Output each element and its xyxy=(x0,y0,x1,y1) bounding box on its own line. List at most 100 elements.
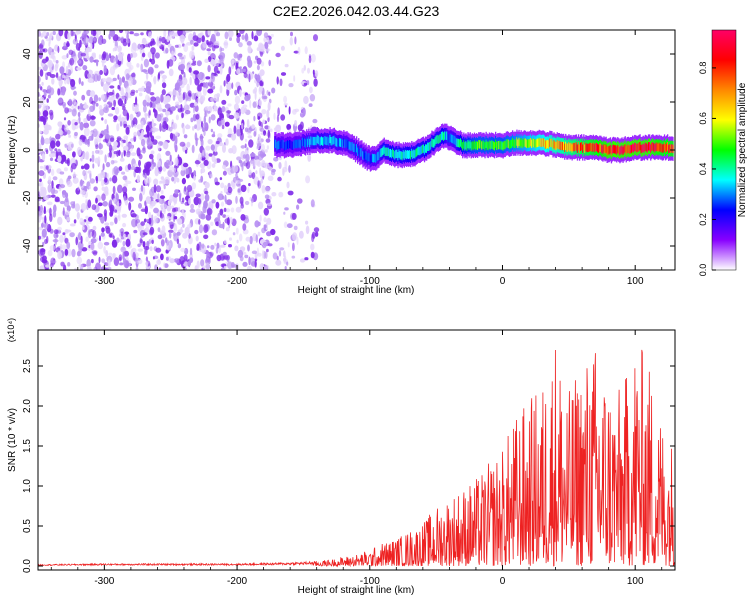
noise-cell xyxy=(207,65,211,73)
noise-cell xyxy=(221,124,225,130)
noise-cell xyxy=(136,175,141,183)
signal-cell xyxy=(651,142,653,152)
noise-cell xyxy=(122,251,125,261)
noise-cell xyxy=(143,134,150,138)
signal-cell xyxy=(621,145,623,154)
signal-cell xyxy=(388,149,391,158)
noise-cell xyxy=(145,161,152,169)
noise-cell xyxy=(233,125,237,134)
noise-cell xyxy=(177,218,183,225)
noise-cell xyxy=(157,160,161,168)
noise-cell xyxy=(64,75,70,79)
noise-cell xyxy=(186,184,193,192)
noise-cell xyxy=(99,108,105,116)
noise-cell xyxy=(267,101,271,111)
signal-cell xyxy=(331,137,333,146)
noise-cell xyxy=(165,47,169,54)
noise-cell xyxy=(251,124,255,129)
noise-cell xyxy=(83,30,87,33)
noise-cell xyxy=(132,103,135,112)
noise-cell xyxy=(205,214,212,221)
noise-cell xyxy=(173,216,178,220)
noise-cell xyxy=(123,183,128,187)
noise-cell xyxy=(92,102,96,111)
noise-cell xyxy=(284,266,287,270)
noise-cell xyxy=(257,201,264,210)
signal-cell xyxy=(578,144,581,153)
noise-cell xyxy=(282,168,285,176)
noise-cell xyxy=(206,42,212,46)
signal-cell xyxy=(417,146,419,155)
signal-cell xyxy=(558,140,560,150)
noise-cell xyxy=(256,30,262,37)
noise-cell xyxy=(155,135,162,139)
noise-cell xyxy=(176,238,180,245)
noise-cell xyxy=(40,86,43,91)
noise-cell xyxy=(176,231,181,236)
noise-cell xyxy=(123,38,127,43)
noise-cell xyxy=(220,201,225,207)
signal-cell xyxy=(332,136,334,145)
noise-cell xyxy=(117,184,123,194)
noise-cell xyxy=(246,119,250,128)
signal-cell xyxy=(487,141,489,151)
signal-cell xyxy=(572,142,574,152)
noise-cell xyxy=(59,171,65,175)
noise-cell xyxy=(207,56,212,62)
noise-cell xyxy=(42,188,47,197)
signal-cell xyxy=(370,154,373,163)
noise-cell xyxy=(254,91,257,101)
noise-cell xyxy=(134,107,138,114)
noise-cell xyxy=(292,232,298,241)
noise-cell xyxy=(39,165,44,169)
noise-cell xyxy=(267,175,274,182)
noise-cell xyxy=(119,239,122,243)
noise-cell xyxy=(244,138,248,143)
colorbar-tick-label: 0.0 xyxy=(698,264,708,277)
noise-cell xyxy=(240,184,247,193)
noise-cell xyxy=(148,109,151,116)
signal-cell xyxy=(662,144,665,153)
signal-cell xyxy=(602,145,604,154)
noise-cell xyxy=(207,110,211,114)
signal-cell xyxy=(339,138,341,147)
noise-cell xyxy=(125,73,130,81)
noise-cell xyxy=(184,149,188,154)
noise-cell xyxy=(206,245,210,249)
signal-cell xyxy=(450,133,452,142)
noise-cell xyxy=(47,184,52,193)
noise-cell xyxy=(86,265,92,270)
noise-cell xyxy=(199,116,202,122)
noise-cell xyxy=(48,175,52,183)
noise-cell xyxy=(221,99,227,105)
noise-cell xyxy=(186,141,191,148)
signal-cell xyxy=(515,139,517,148)
noise-cell xyxy=(109,137,115,143)
noise-cell xyxy=(108,232,114,238)
signal-cell xyxy=(324,136,326,145)
noise-cell xyxy=(205,76,211,80)
noise-cell xyxy=(64,107,69,114)
noise-cell xyxy=(75,236,78,246)
noise-cell xyxy=(117,215,120,219)
noise-cell xyxy=(236,36,241,44)
noise-cell xyxy=(264,149,268,153)
noise-cell xyxy=(196,260,200,269)
noise-cell xyxy=(184,226,190,236)
noise-cell xyxy=(145,260,148,268)
noise-cell xyxy=(228,66,232,75)
noise-cell xyxy=(153,75,157,85)
signal-cell xyxy=(561,142,564,151)
noise-cell xyxy=(171,50,175,58)
noise-cell xyxy=(181,177,186,185)
noise-cell xyxy=(114,217,118,225)
noise-cell xyxy=(303,64,306,71)
signal-cell xyxy=(384,147,386,156)
noise-cell xyxy=(109,211,114,217)
noise-cell xyxy=(244,254,249,259)
noise-cell xyxy=(167,59,174,67)
noise-cell xyxy=(192,125,195,131)
signal-cell xyxy=(445,131,447,140)
signal-cell xyxy=(291,141,293,150)
noise-cell xyxy=(120,36,124,41)
